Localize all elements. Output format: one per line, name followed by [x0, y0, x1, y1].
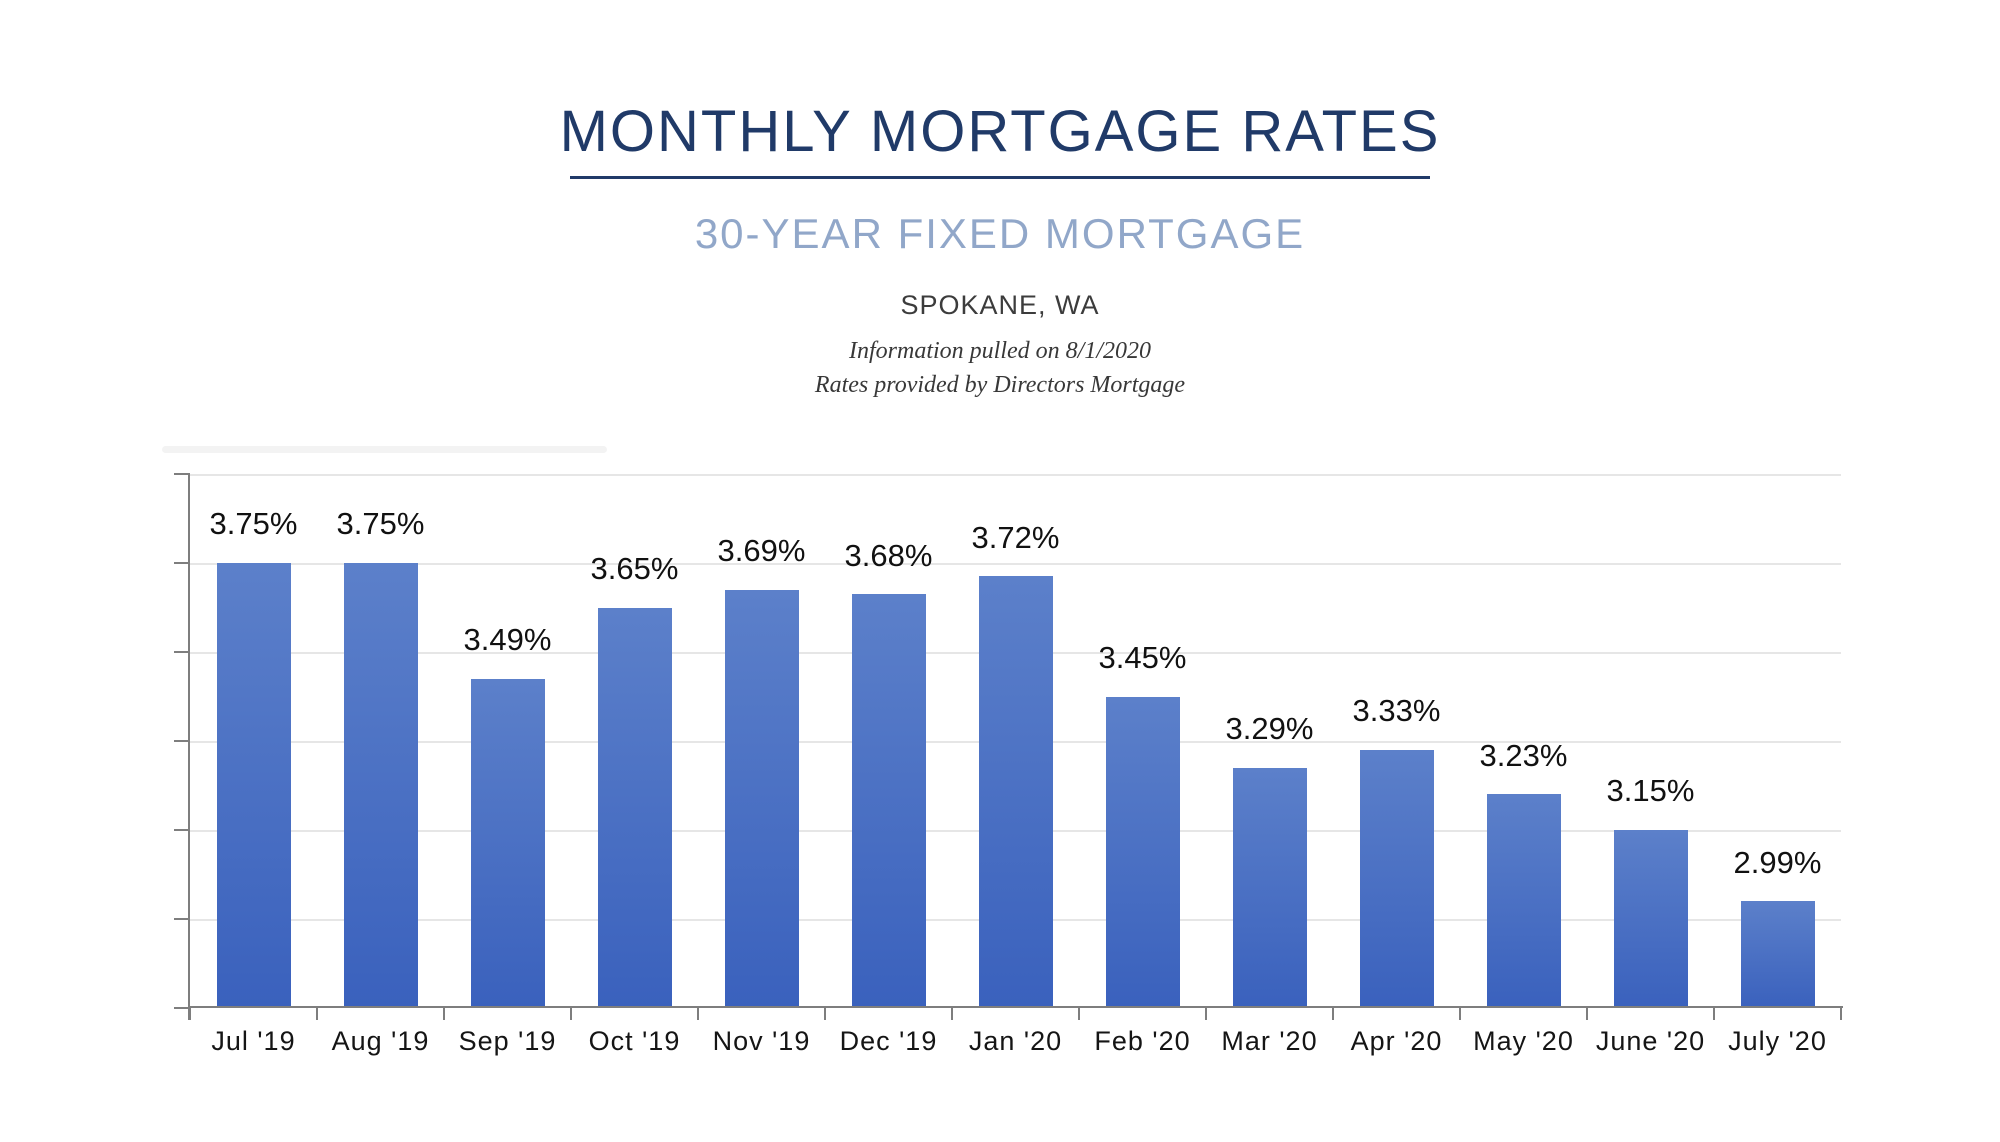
y-axis-tick — [174, 562, 190, 564]
y-axis-tick — [174, 651, 190, 653]
y-axis-tick — [174, 1007, 190, 1009]
bar — [1613, 830, 1688, 1008]
x-axis-tick — [1459, 1008, 1461, 1020]
bar — [724, 589, 799, 1008]
bar-value-label: 3.75% — [209, 506, 298, 542]
bar-value-label: 2.99% — [1733, 844, 1822, 880]
bar — [343, 563, 418, 1008]
bar-value-label: 3.29% — [1225, 711, 1314, 747]
y-axis-line — [188, 474, 190, 1020]
x-axis-tick — [1586, 1008, 1588, 1020]
y-axis-tick — [174, 829, 190, 831]
x-axis-label: Jan '20 — [968, 1026, 1063, 1056]
bar — [1105, 696, 1180, 1008]
x-axis-label: Oct '19 — [588, 1026, 681, 1056]
x-axis-tick — [189, 1008, 191, 1020]
gridline — [190, 563, 1841, 565]
bar — [216, 563, 291, 1008]
x-axis-label: Mar '20 — [1221, 1026, 1318, 1056]
x-axis-label: Sep '19 — [458, 1026, 557, 1056]
x-axis-tick — [1840, 1008, 1842, 1020]
bar-value-label: 3.45% — [1098, 639, 1187, 675]
location-label: SPOKANE, WA — [900, 290, 1100, 320]
x-axis-label: Feb '20 — [1094, 1026, 1191, 1056]
x-axis-tick — [1713, 1008, 1715, 1020]
bar — [597, 607, 672, 1008]
bar — [470, 678, 545, 1008]
x-axis-tick — [443, 1008, 445, 1020]
x-axis-tick — [1205, 1008, 1207, 1020]
bar-value-label: 3.15% — [1606, 773, 1695, 809]
bar — [1486, 794, 1561, 1008]
x-axis-label: July '20 — [1728, 1026, 1827, 1056]
page-title: MONTHLY MORTGAGE RATES — [559, 99, 1441, 164]
gridline — [190, 474, 1841, 476]
x-axis-tick — [570, 1008, 572, 1020]
bar-value-label: 3.75% — [336, 506, 425, 542]
x-axis-tick — [1332, 1008, 1334, 1020]
x-axis-label: Nov '19 — [712, 1026, 811, 1056]
y-axis-tick — [174, 918, 190, 920]
x-axis-tick — [951, 1008, 953, 1020]
bar-value-label: 3.23% — [1479, 737, 1568, 773]
x-axis-tick — [697, 1008, 699, 1020]
y-axis-tick — [174, 473, 190, 475]
x-axis-tick — [1078, 1008, 1080, 1020]
x-axis-line — [188, 1006, 1843, 1008]
bar-value-label: 3.69% — [717, 533, 806, 569]
bar — [978, 576, 1053, 1008]
bar-value-label: 3.72% — [971, 519, 1060, 555]
faint-band-decoration — [162, 446, 607, 453]
bar — [1359, 749, 1434, 1008]
x-axis-label: May '20 — [1473, 1026, 1574, 1056]
bar — [1232, 767, 1307, 1008]
x-axis-label: Apr '20 — [1350, 1026, 1443, 1056]
plot-area: 3.75% Jul '19 3.75% Aug '19 3.49% Sep '19 3.65… — [174, 473, 1843, 1056]
x-axis-label: June '20 — [1595, 1026, 1706, 1056]
bar — [1740, 901, 1815, 1008]
rates-provider-note: Rates provided by Directors Mortgage — [814, 372, 1186, 398]
info-pulled-note: Information pulled on 8/1/2020 — [849, 338, 1151, 364]
chart-subtitle: 30-YEAR FIXED MORTGAGE — [694, 210, 1306, 257]
y-axis-tick — [174, 740, 190, 742]
bar-value-label: 3.49% — [463, 622, 552, 658]
x-axis-label: Jul '19 — [211, 1026, 296, 1056]
bar-value-label: 3.33% — [1352, 693, 1441, 729]
bar-value-label: 3.68% — [844, 537, 933, 573]
x-axis-label: Aug '19 — [331, 1026, 430, 1056]
bar — [851, 594, 926, 1008]
x-axis-label: Dec '19 — [839, 1026, 938, 1056]
bar-value-label: 3.65% — [590, 550, 679, 586]
x-axis-tick — [316, 1008, 318, 1020]
title-divider — [570, 176, 1430, 179]
x-axis-tick — [824, 1008, 826, 1020]
